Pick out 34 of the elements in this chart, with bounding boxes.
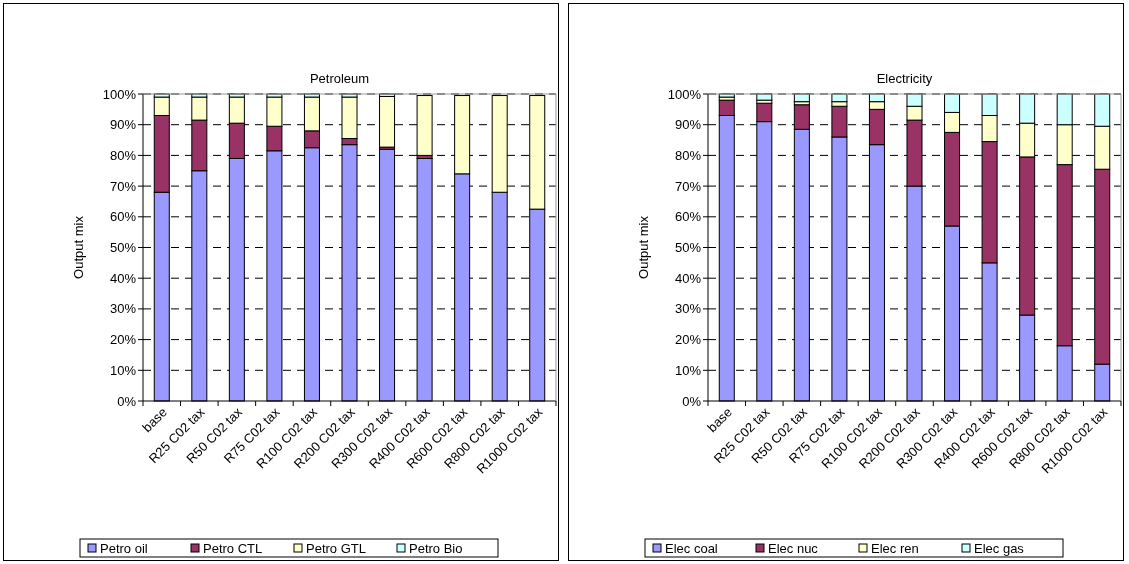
chart-title: Electricity [876, 71, 933, 86]
legend-label: Elec ren [871, 540, 919, 556]
y-tick-label: 60% [109, 209, 137, 225]
y-tick-label: 0% [682, 393, 702, 409]
y-tick-label: 20% [109, 332, 137, 348]
y-tick-label: 70% [674, 178, 702, 194]
y-tick-label: 50% [109, 240, 137, 256]
chart-title: Petroleum [309, 71, 370, 86]
legend-label: Elec gas [974, 540, 1025, 556]
legend-label: Petro oil [100, 540, 148, 556]
y-tick-label: 60% [674, 209, 702, 225]
y-tick-label: 100% [667, 86, 702, 102]
y-tick-label: 10% [674, 362, 702, 378]
y-tick-label: 90% [674, 117, 702, 133]
legend-label: Petro Bio [409, 540, 463, 556]
y-axis-title: Output mix [71, 215, 86, 279]
y-tick-label: 40% [674, 270, 702, 286]
y-tick-label: 70% [109, 178, 137, 194]
legend-label: Elec nuc [768, 540, 819, 556]
legend-label: Petro CTL [203, 540, 263, 556]
y-tick-label: 40% [109, 270, 137, 286]
y-tick-label: 80% [674, 147, 702, 163]
legend-label: Petro GTL [306, 540, 366, 556]
y-tick-label: 90% [109, 117, 137, 133]
y-tick-label: 30% [109, 301, 137, 317]
y-tick-label: 0% [117, 393, 137, 409]
y-tick-label: 50% [674, 240, 702, 256]
legend-label: Elec coal [665, 540, 718, 556]
y-axis-title: Output mix [636, 215, 651, 279]
y-tick-label: 80% [109, 147, 137, 163]
y-tick-label: 20% [674, 332, 702, 348]
y-tick-label: 10% [109, 362, 137, 378]
y-tick-label: 30% [674, 301, 702, 317]
y-tick-label: 100% [102, 86, 137, 102]
